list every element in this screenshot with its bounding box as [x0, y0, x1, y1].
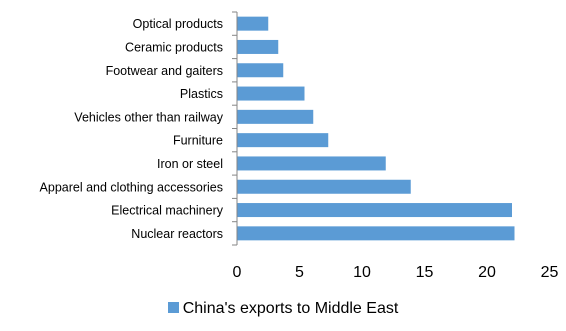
x-tick-label: 25: [541, 264, 559, 281]
x-tick-labels: 0 5 10 15 20 25: [233, 264, 559, 281]
category-label: Electrical machinery: [111, 204, 224, 218]
bar-ceramic-products: [237, 39, 279, 54]
y-axis-ticks: [232, 11, 237, 246]
x-tick-label: 10: [353, 264, 371, 281]
x-tick-label: 0: [233, 264, 242, 281]
x-tick-label: 5: [295, 264, 304, 281]
bar-iron-or-steel: [237, 156, 386, 171]
category-label: Apparel and clothing accessories: [40, 180, 223, 194]
bar-nuclear-reactors: [237, 226, 515, 241]
bar-optical-products: [237, 16, 269, 31]
category-labels: Nuclear reactors Electrical machinery Appa…: [40, 17, 224, 241]
legend: China's exports to Middle East: [0, 300, 566, 318]
bar-plastics: [237, 86, 305, 101]
category-label: Iron or steel: [157, 157, 223, 171]
bar-chart: Nuclear reactors Electrical machinery Appa…: [40, 11, 559, 281]
bar-footwear-and-gaiters: [237, 63, 284, 78]
bars: [237, 16, 515, 241]
bar-apparel-and-clothing-accessories: [237, 179, 411, 194]
bar-electrical-machinery: [237, 203, 512, 218]
category-label: Nuclear reactors: [131, 227, 223, 241]
category-label: Optical products: [133, 17, 223, 31]
category-label: Furniture: [173, 134, 223, 148]
legend-swatch: [167, 302, 179, 313]
category-label: Plastics: [180, 87, 223, 101]
category-label: Vehicles other than railway: [74, 110, 223, 124]
category-label: Footwear and gaiters: [106, 64, 223, 78]
category-label: Ceramic products: [125, 40, 223, 54]
x-tick-label: 15: [416, 264, 434, 281]
bar-vehicles-other-than-railway: [237, 109, 314, 124]
bar-furniture: [237, 133, 329, 148]
legend-label: China's exports to Middle East: [182, 300, 399, 317]
x-tick-label: 20: [478, 264, 496, 281]
